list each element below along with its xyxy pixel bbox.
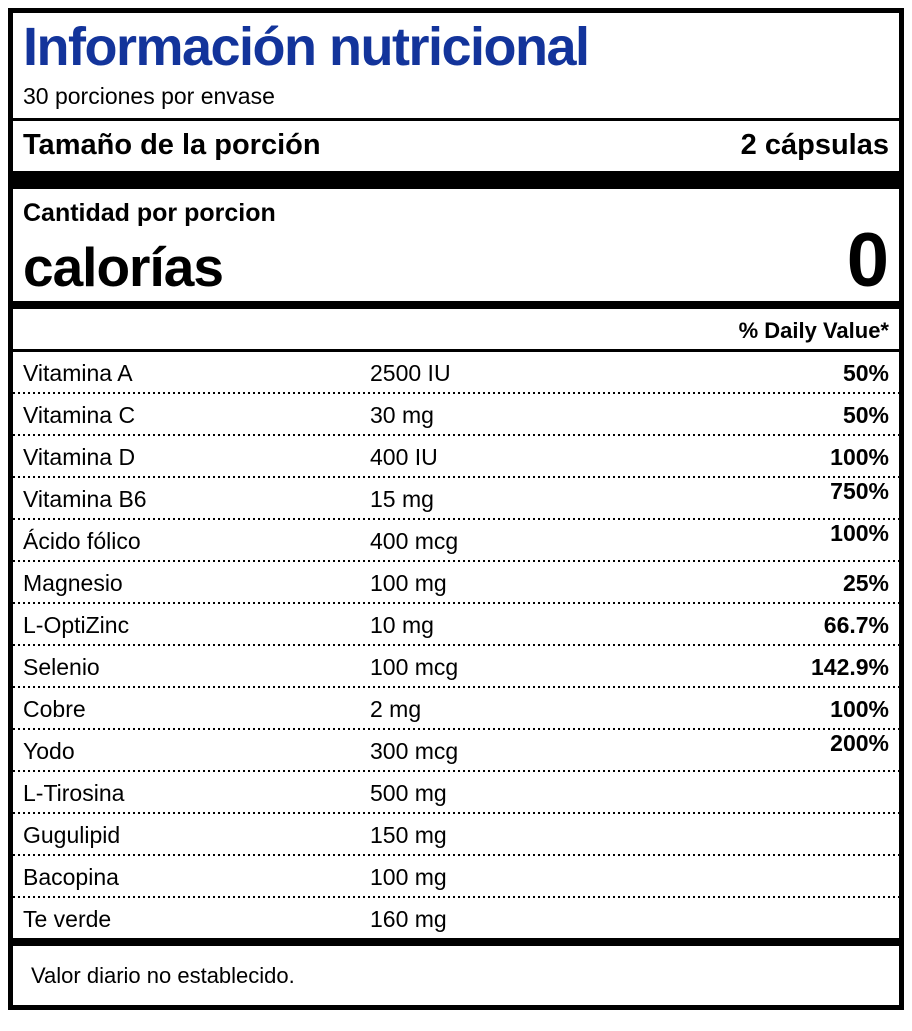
nutrient-daily-value: 750% [830,478,889,504]
nutrient-name: Magnesio [23,570,123,596]
footnote: Valor diario no establecido. [31,963,295,988]
nutrient-row: Yodo 300 mcg 200% [13,730,899,770]
serving-size-row: Tamaño de la porción 2 cápsulas [13,121,899,171]
row-separator-dotted [13,518,899,520]
serving-size-value: 2 cápsulas [740,129,889,161]
nutrient-name: L-OptiZinc [23,612,130,638]
row-separator-dotted [13,770,899,772]
nutrient-row: Magnesio 100 mg 25% [13,562,899,602]
serving-size-label: Tamaño de la porción [23,129,321,161]
row-separator-dotted [13,560,899,562]
nutrient-name: Vitamina A [23,360,133,386]
nutrient-row: L-Tirosina 500 mg [13,772,899,812]
nutrition-label: Información nutricional 30 porciones por… [8,8,904,1010]
nutrient-name: Te verde [23,906,112,932]
nutrient-row: Vitamina D 400 IU 100% [13,436,899,476]
nutrient-row: L-OptiZinc 10 mg 66.7% [13,604,899,644]
nutrient-amount: 160 mg [370,906,447,932]
nutrient-name: Vitamina B6 [23,486,147,512]
nutrient-amount: 100 mcg [370,654,459,680]
nutrient-amount: 500 mg [370,780,447,806]
nutrient-amount: 10 mg [370,612,434,638]
nutrient-name: Cobre [23,696,86,722]
nutrient-name: Vitamina D [23,444,136,470]
nutrient-daily-value: 142.9% [810,654,889,680]
nutrient-row: Te verde 160 mg [13,898,899,938]
row-separator-dotted [13,434,899,436]
nutrient-daily-value: 66.7% [823,612,889,638]
nutrient-daily-value: 200% [830,730,889,756]
nutrient-name: Gugulipid [23,822,121,848]
nutrient-amount: 2 mg [370,696,422,722]
nutrient-daily-value: 50% [842,360,889,386]
row-separator-dotted [13,392,899,394]
nutrient-amount: 400 IU [370,444,438,470]
divider-thin [13,349,899,352]
row-separator-dotted [13,476,899,478]
nutrient-amount: 300 mcg [370,738,459,764]
nutrient-amount: 100 mg [370,864,447,890]
nutrient-daily-value: 100% [830,444,889,470]
nutrient-amount: 30 mg [370,402,434,428]
divider-heavy [13,171,899,189]
nutrient-row: Vitamina A 2500 IU 50% [13,352,899,392]
nutrient-amount: 15 mg [370,486,434,512]
nutrient-row: Vitamina C 30 mg 50% [13,394,899,434]
servings-per-container: 30 porciones por envase [23,83,275,109]
nutrient-name: Selenio [23,654,100,680]
nutrient-amount: 100 mg [370,570,447,596]
calories-row: calorías 0 [13,218,899,303]
label-title: Información nutricional [23,17,590,77]
nutrient-daily-value: 25% [842,570,889,596]
amount-per-serving-label: Cantidad por porcion [23,199,276,227]
nutrient-name: Vitamina C [23,402,136,428]
row-separator-dotted [13,896,899,898]
nutrient-row: Gugulipid 150 mg [13,814,899,854]
divider-medium [13,301,899,309]
calories-label: calorías [23,236,224,298]
nutrient-daily-value: 100% [830,520,889,546]
divider-medium [13,938,899,946]
nutrient-name: Yodo [23,738,75,764]
nutrient-name: Ácido fólico [23,528,141,554]
row-separator-dotted [13,686,899,688]
nutrient-daily-value: 50% [842,402,889,428]
row-separator-dotted [13,728,899,730]
nutrient-row: Ácido fólico 400 mcg 100% [13,520,899,560]
nutrient-amount: 400 mcg [370,528,459,554]
nutrient-amount: 2500 IU [370,360,451,386]
row-separator-dotted [13,602,899,604]
nutrient-row: Cobre 2 mg 100% [13,688,899,728]
calories-value: 0 [846,218,889,303]
divider-thin [13,118,899,121]
nutrient-row: Bacopina 100 mg [13,856,899,896]
row-separator-dotted [13,854,899,856]
nutrient-name: L-Tirosina [23,780,125,806]
nutrient-name: Bacopina [23,864,119,890]
row-separator-dotted [13,644,899,646]
nutrient-amount: 150 mg [370,822,447,848]
row-separator-dotted [13,812,899,814]
nutrient-rows: Vitamina A 2500 IU 50% Vitamina C 30 mg … [13,352,899,938]
nutrient-row: Selenio 100 mcg 142.9% [13,646,899,686]
daily-value-header: % Daily Value* [738,318,889,343]
nutrient-daily-value: 100% [830,696,889,722]
nutrient-row: Vitamina B6 15 mg 750% [13,478,899,518]
